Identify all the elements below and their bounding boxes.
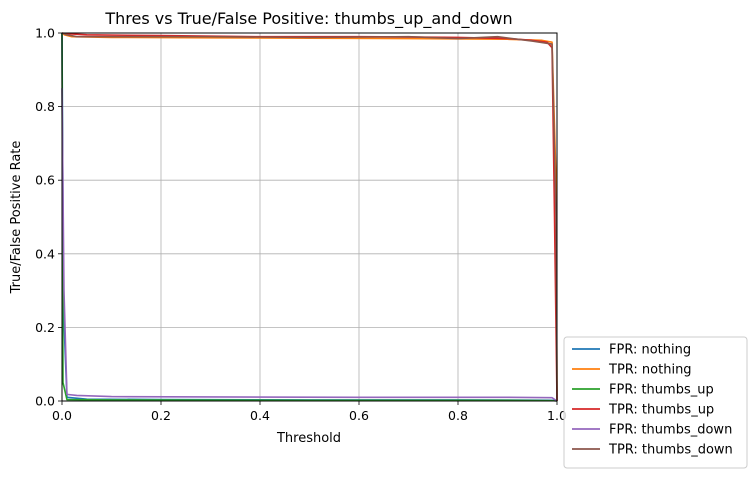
x-axis-ticks: 0.0 0.2 0.4 0.6 0.8 1.0 [52,401,567,423]
x-tick-label: 0.6 [349,408,369,423]
series-line-3 [61,32,558,402]
series-line-4 [61,88,558,402]
legend-label: FPR: thumbs_up [609,383,714,398]
legend-label: TPR: nothing [608,363,692,378]
chart-title: Thres vs True/False Positive: thumbs_up_… [104,9,512,29]
x-tick-label: 0.4 [250,408,270,423]
y-axis-label: True/False Positive Rate [9,141,24,295]
y-tick-label: 0.8 [35,99,55,114]
y-tick-label: 0.6 [35,173,55,188]
x-axis-label: Threshold [276,431,341,446]
y-tick-label: 0.0 [35,394,55,409]
x-tick-label: 0.0 [52,408,72,423]
legend-label: FPR: thumbs_down [609,423,732,438]
legend-label: FPR: nothing [609,343,691,358]
x-tick-label: 1.0 [547,408,567,423]
y-tick-label: 0.2 [35,320,55,335]
series-line-5 [61,32,558,402]
legend: FPR: nothing TPR: nothing FPR: thumbs_up TP… [563,336,748,469]
x-tick-label: 0.2 [151,408,171,423]
x-tick-label: 0.8 [448,408,468,423]
y-tick-label: 1.0 [35,26,55,41]
series-line-1 [61,32,558,402]
y-axis-ticks: 0.0 0.2 0.4 0.6 0.8 1.0 [35,26,62,409]
series-line-0 [61,32,558,402]
plot-frame [61,32,558,402]
grid [61,32,558,402]
series-line-2 [61,32,558,402]
legend-box [563,336,748,469]
legend-label: TPR: thumbs_up [608,403,714,418]
y-tick-label: 0.4 [35,246,55,261]
legend-label: TPR: thumbs_down [608,443,733,458]
plot-lines [61,32,558,402]
